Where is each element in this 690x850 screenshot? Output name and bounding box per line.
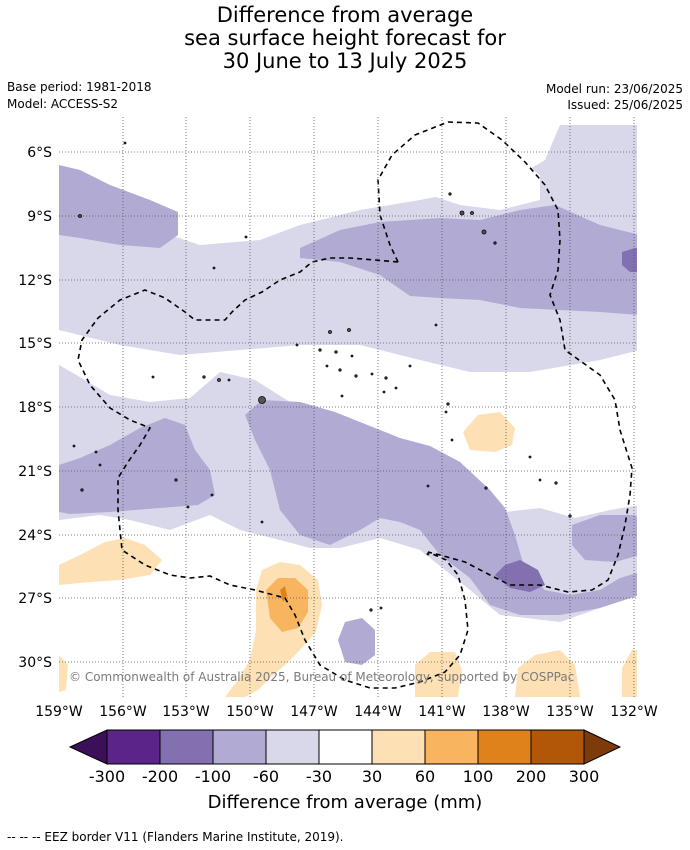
- lon-label: 135°W: [546, 704, 594, 720]
- anomaly-blob-south: [338, 618, 375, 665]
- anomaly-band-northwest: [59, 165, 178, 248]
- lat-label: 15°S: [18, 336, 52, 352]
- lat-label: 12°S: [18, 273, 52, 289]
- colorbar-swatch: [106, 729, 161, 765]
- anomaly-positive-core: [266, 578, 308, 632]
- colorbar-extend-low: [68, 729, 108, 765]
- lon-label: 132°W: [610, 704, 658, 720]
- lat-label: 27°S: [18, 591, 52, 607]
- eez-footnote: -- -- -- EEZ border V11 (Flanders Marine…: [7, 830, 344, 844]
- latitude-labels: 6°S 9°S 12°S 15°S 18°S 21°S 24°S 27°S 30…: [18, 145, 52, 671]
- colorbar-swatch: [424, 729, 479, 765]
- lon-label: 147°W: [290, 704, 338, 720]
- lat-label: 21°S: [18, 464, 52, 480]
- colorbar-swatch: [318, 729, 373, 765]
- lat-label: 9°S: [27, 209, 52, 225]
- colorbar-labels: -300 -200 -100 -60 -30 30 60 100 200 300: [89, 767, 599, 786]
- lat-label: 18°S: [18, 400, 52, 416]
- anomaly-positive-corner-east: [622, 650, 637, 697]
- model-run: Model run: 23/06/2025: [545, 82, 683, 96]
- lon-label: 150°W: [226, 704, 274, 720]
- model-name: Model: ACCESS-S2: [7, 97, 119, 111]
- colorbar-label: 200: [516, 767, 547, 786]
- colorbar-title: Difference from average (mm): [207, 792, 483, 813]
- base-period: Base period: 1981-2018: [7, 80, 152, 94]
- lon-label: 138°W: [482, 704, 530, 720]
- lat-label: 6°S: [27, 145, 52, 161]
- anomaly-neutral-north: [59, 117, 637, 245]
- anomaly-neutral-southwest: [59, 515, 637, 697]
- title-line-1: Difference from average: [216, 3, 474, 27]
- anomaly-band-central: [245, 400, 637, 615]
- colorbar-swatch: [159, 729, 214, 765]
- colorbar-swatch: [265, 729, 320, 765]
- longitude-labels: 159°W 156°W 153°W 150°W 147°W 144°W 141°…: [35, 704, 658, 720]
- colorbar-label: -60: [253, 767, 279, 786]
- title-line-2: sea surface height forecast for: [184, 26, 506, 50]
- colorbar-swatch: [371, 729, 426, 765]
- anomaly-blob-west: [59, 418, 215, 514]
- colorbar: [68, 729, 622, 765]
- anomaly-positive-southwest: [59, 538, 162, 585]
- colorbar-label: 30: [362, 767, 382, 786]
- islands: [72, 141, 572, 612]
- anomaly-blob-east: [572, 515, 637, 562]
- map-grid: [59, 117, 637, 697]
- anomaly-positive-center: [463, 412, 515, 452]
- colorbar-label: 60: [415, 767, 435, 786]
- lat-label: 30°S: [18, 655, 52, 671]
- issued-date: Issued: 25/06/2025: [567, 98, 683, 112]
- lon-label: 153°W: [162, 704, 210, 720]
- lon-label: 141°W: [418, 704, 466, 720]
- colorbar-label: -300: [89, 767, 125, 786]
- colorbar-label: -30: [306, 767, 332, 786]
- copyright-notice: © Commonwealth of Australia 2025, Bureau…: [69, 670, 574, 684]
- colorbar-label: -200: [142, 767, 178, 786]
- lon-label: 156°W: [99, 704, 147, 720]
- eez-border: [77, 121, 633, 689]
- colorbar-swatch: [477, 729, 532, 765]
- colorbar-label: 300: [569, 767, 600, 786]
- anomaly-positive-corner-west: [59, 655, 68, 692]
- colorbar-extend-high: [583, 729, 622, 765]
- colorbar-label: -100: [195, 767, 231, 786]
- colorbar-swatch: [530, 729, 585, 765]
- anomaly-core-south: [495, 560, 545, 592]
- lat-label: 24°S: [18, 528, 52, 544]
- anomaly-core-east: [622, 248, 637, 272]
- anomaly-field: [59, 117, 637, 697]
- colorbar-label: 100: [463, 767, 494, 786]
- lon-label: 159°W: [35, 704, 83, 720]
- colorbar-swatch: [212, 729, 267, 765]
- lon-label: 144°W: [354, 704, 402, 720]
- title-line-3: 30 June to 13 July 2025: [222, 49, 468, 73]
